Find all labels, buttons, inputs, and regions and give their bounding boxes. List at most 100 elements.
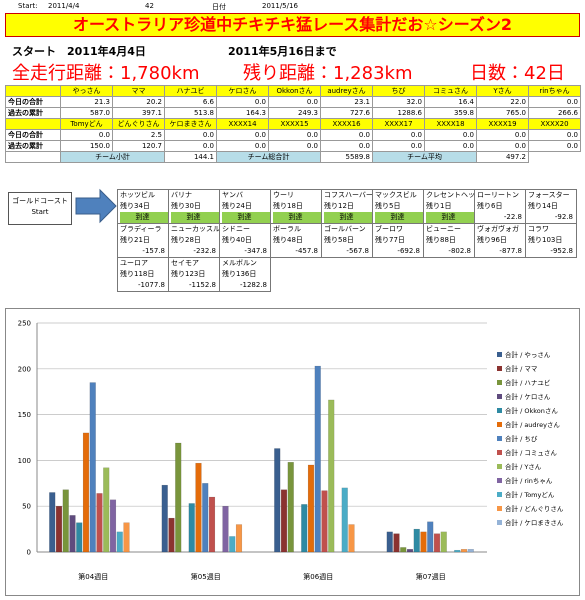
cell-value: 16.4 — [424, 96, 477, 108]
legend-swatch — [497, 520, 502, 525]
stop-remaining: 残り12日 — [324, 202, 354, 210]
cell-value: 20.2 — [112, 96, 165, 108]
total-distance: 全走行距離：1,780km — [12, 63, 200, 84]
member-name: XXXX17 — [372, 118, 425, 130]
bar — [427, 521, 434, 553]
member-name: ママ — [112, 85, 165, 97]
cell-value: 0.0 — [216, 129, 269, 141]
stop-remaining: 残り48日 — [273, 236, 303, 244]
legend-label: 合計 / rinちゃん — [505, 476, 553, 485]
stop-name: ブーロワ — [375, 225, 403, 233]
legend-label: 合計 / Yさん — [505, 462, 542, 471]
cell-value: 0.0 — [528, 96, 581, 108]
cell-value: 0.0 — [216, 140, 269, 152]
header-row: やっさん ママ ハナユビ ケロさん Okkonさん audreyさん ちび コミュさん Yさん r… — [5, 85, 581, 97]
bar — [202, 483, 209, 553]
cell-value: 2.5 — [112, 129, 165, 141]
stop-status: -232.8 — [193, 247, 216, 255]
member-name: ケロさん — [216, 85, 269, 97]
stop-status: -952.8 — [550, 247, 573, 255]
legend-swatch — [497, 506, 502, 511]
legend-swatch — [497, 352, 502, 357]
legend-label: 合計 / Tomyどん — [505, 490, 555, 499]
stop-name: ビューニー — [426, 225, 461, 233]
bar — [161, 484, 168, 553]
stop-remaining: 残り40日 — [222, 236, 252, 244]
cell-value: 765.0 — [476, 107, 529, 119]
y-tick-label: 150 — [18, 411, 31, 419]
route-cell: メルボルン 残り136日 -1282.8 — [219, 257, 271, 292]
start-line: Start — [31, 208, 49, 216]
stop-name: ウーリ — [273, 191, 294, 199]
stop-status: -92.8 — [554, 213, 573, 221]
bar — [328, 399, 335, 553]
bar — [89, 382, 96, 553]
bar — [454, 549, 461, 553]
row-label: 今日の合計 — [5, 96, 61, 108]
cell-value: 1288.6 — [372, 107, 425, 119]
start-label: Start: — [18, 2, 38, 10]
x-tick-label: 第07週目 — [416, 572, 446, 581]
chart: 0 50 100 150 200 250 第04週目 第05週目 第06週目 第07週目 合計 / … — [5, 308, 580, 596]
start-line: ゴールドコースト — [12, 197, 68, 205]
bar — [440, 531, 447, 553]
data-row: 今日の合計 21.3 20.2 6.6 0.0 0.0 23.1 32.0 16.4 22.0 0.… — [5, 96, 581, 108]
bar — [413, 528, 420, 553]
cell-value: 266.6 — [528, 107, 581, 119]
total-label: チーム平均 — [372, 151, 477, 163]
route-cell: ブラディーラ 残り21日 -157.8 — [117, 223, 169, 258]
total-value: 144.1 — [164, 151, 217, 163]
stop-remaining: 残り5日 — [375, 202, 401, 210]
cell-value: 0.0 — [372, 140, 425, 152]
bar — [321, 490, 328, 553]
route-cell: ユーロア 残り118日 -1077.8 — [117, 257, 169, 292]
member-name: XXXX15 — [268, 118, 321, 130]
bar — [188, 503, 195, 553]
start-date: 2011/4/4 — [48, 2, 80, 10]
stop-status: -1282.8 — [239, 281, 267, 289]
cell-value: 0.0 — [268, 140, 321, 152]
date: 2011/5/16 — [262, 2, 298, 10]
days: 42 — [145, 2, 154, 10]
stop-status: 到達 — [375, 212, 423, 223]
bar — [307, 464, 315, 553]
stop-status: -347.8 — [244, 247, 267, 255]
route-cell: マックスビル 残り5日 到達 — [372, 189, 424, 224]
corner — [5, 118, 61, 130]
days-count: 日数：42日 — [470, 63, 565, 84]
member-name: どんぐりさん — [112, 118, 165, 130]
arrow-shape — [75, 188, 117, 224]
cell-value: 22.0 — [476, 96, 529, 108]
stop-status: 到達 — [171, 212, 219, 223]
bar — [280, 489, 288, 553]
stop-name: ブラディーラ — [120, 225, 162, 233]
cell-value: 21.3 — [60, 96, 113, 108]
legend-swatch — [497, 422, 502, 427]
member-name: ハナユビ — [164, 85, 217, 97]
legend-label: 合計 / audreyさん — [505, 420, 560, 429]
stop-name: ボーラル — [273, 225, 301, 233]
start-box: ゴールドコースト Start — [8, 192, 72, 225]
total-value: 5589.8 — [320, 151, 373, 163]
x-tick-label: 第04週目 — [78, 572, 108, 581]
bar — [76, 522, 83, 553]
bar — [400, 547, 407, 553]
stop-remaining: 残り136日 — [222, 270, 257, 278]
total-label: チーム総合計 — [216, 151, 321, 163]
header-row: Tomyどん どんぐりさん ケロまきさん XXXX14 XXXX15 XXXX16 XXXX… — [5, 118, 581, 130]
route-cell: シドニー 残り40日 -347.8 — [219, 223, 271, 258]
stop-name: バリナ — [171, 191, 192, 199]
bar — [274, 448, 281, 553]
legend-label: 合計 / ハナユビ — [505, 378, 550, 387]
cell-value: 0.0 — [476, 140, 529, 152]
member-name: やっさん — [60, 85, 113, 97]
legend-swatch — [497, 492, 502, 497]
cell-value: 0.0 — [60, 129, 113, 141]
route-cell: フォースター 残り14日 -92.8 — [525, 189, 577, 224]
route-cell: コラワ 残り103日 -952.8 — [525, 223, 577, 258]
bar — [348, 524, 355, 553]
bar — [109, 499, 117, 553]
cell-value: 0.0 — [424, 129, 477, 141]
cell-value: 32.0 — [372, 96, 425, 108]
legend-swatch — [497, 408, 502, 413]
